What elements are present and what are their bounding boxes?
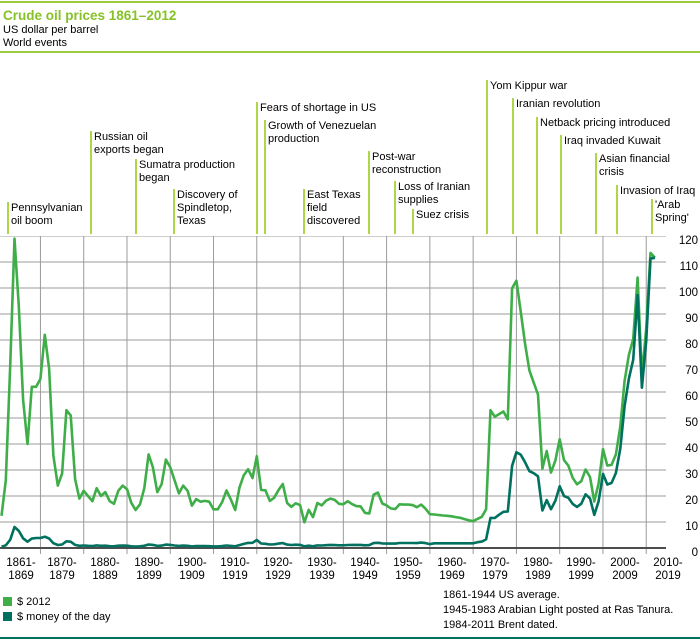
event-label: Invasion of Iraq [620,185,696,197]
x-tick-label: 1950- 1959 [393,557,423,582]
event-label: East Texas field discovered [307,189,361,227]
event-label: Iraq invaded Kuwait [564,135,661,147]
x-tick-label: 1900- 1909 [177,557,207,582]
y-tick-label: 110 [679,261,698,273]
event-marker-line [394,181,396,234]
x-tick-label: 1870- 1879 [47,557,77,582]
x-tick-label: 1910- 1919 [220,557,250,582]
y-tick-label: 60 [685,391,698,403]
source-notes: 1861-1944 US average. 1945-1983 Arabian … [443,588,673,633]
chart-subtitle-units: US dollar per barrel [3,24,99,36]
legend-item-real: $ 2012 [3,596,51,609]
legend-label-nominal: $ money of the day [17,611,111,623]
event-marker-line [412,209,414,234]
event-marker-line [651,199,653,234]
event-label: Suez crisis [416,209,470,221]
note-line-1: 1861-1944 US average. [443,589,560,601]
legend-item-nominal: $ money of the day [3,611,111,624]
x-tick-label: 1880- 1889 [90,557,120,582]
series-nominal-price-line [1,256,656,548]
y-tick-label: 0 [691,547,698,559]
chart-subtitle-events: World events [3,37,67,49]
x-tick-label: 1861- 1869 [6,557,36,582]
y-tick-label: 50 [685,417,698,429]
note-line-3: 1984-2011 Brent dated. [443,619,558,631]
bottom-rule [0,637,700,639]
y-tick-label: 30 [685,469,698,481]
event-label: Sumatra production began [139,159,235,184]
event-marker-line [173,189,175,234]
x-tick-label: 1960- 1969 [437,557,467,582]
event-label: Loss of Iranian supplies [398,181,471,206]
event-marker-line [536,117,538,234]
chart-title: Crude oil prices 1861–2012 [3,8,177,23]
legend-label-real: $ 2012 [17,596,51,608]
event-label: Fears of shortage in US [260,102,377,114]
event-label: Asian financial crisis [599,153,670,178]
y-tick-label: 100 [678,287,698,299]
x-tick-label: 1930- 1939 [307,557,337,582]
top-rule [0,1,700,3]
event-marker-line [135,159,137,234]
event-label: Yom Kippur war [490,80,568,92]
event-label: Discovery of Spindletop, Texas [177,189,238,227]
note-line-2: 1945-1983 Arabian Light posted at Ras Ta… [443,604,674,616]
legend-swatch-real [3,597,12,606]
x-tick-label: 2010- 2019 [653,557,683,582]
x-tick-label: 1920- 1929 [263,557,293,582]
y-tick-label: 40 [685,443,698,455]
x-tick-label: 1970- 1979 [480,557,510,582]
event-marker-line [512,98,514,234]
y-tick-label: 90 [685,313,698,325]
event-marker-line [303,189,305,234]
chart-canvas [0,236,666,554]
event-label: Netback pricing introduced [540,117,671,129]
event-marker-line [595,153,597,234]
series-real-price-line [0,237,656,524]
y-tick-label: 10 [685,521,698,533]
event-marker-line [7,202,9,234]
y-tick-label: 120 [678,235,698,247]
event-marker-line [616,185,618,234]
event-marker-line [486,80,488,234]
event-label: Growth of Venezuelan production [268,120,377,145]
y-tick-label: 70 [685,365,698,377]
event-marker-line [368,151,370,234]
event-marker-line [90,131,92,234]
legend-swatch-nominal [3,612,12,621]
y-tick-label: 80 [685,339,698,351]
event-marker-line [256,102,258,234]
x-tick-label: 2000- 2009 [610,557,640,582]
x-tick-label: 1990- 1999 [566,557,596,582]
event-label: Post-war reconstruction [372,151,442,176]
event-label: 'Arab Spring' [655,199,689,224]
x-tick-label: 1980- 1989 [523,557,553,582]
x-tick-label: 1890- 1899 [134,557,164,582]
header-divider-rule [0,51,700,53]
event-label: Iranian revolution [516,98,601,110]
y-tick-label: 20 [685,495,698,507]
event-label: Russian oil exports began [94,131,164,156]
event-label: Pennsylvanian oil boom [11,202,83,227]
x-tick-label: 1940- 1949 [350,557,380,582]
event-marker-line [560,135,562,234]
event-marker-line [264,120,266,234]
